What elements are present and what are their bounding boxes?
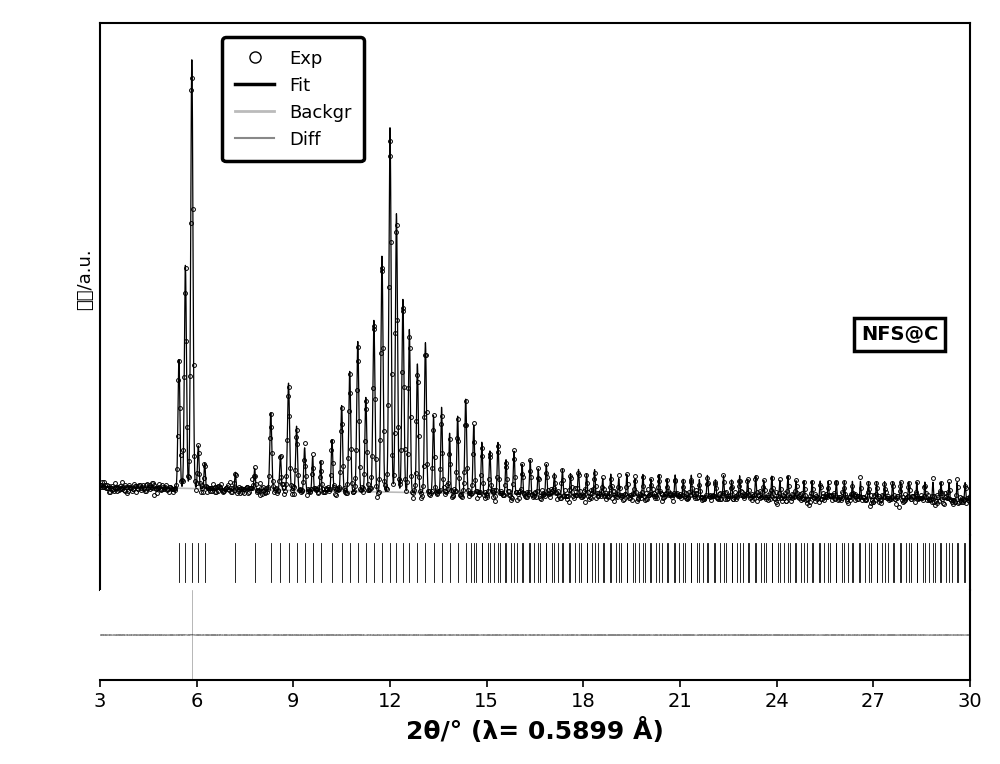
Backgr: [739, 493, 751, 502]
Fit: [94, 482, 106, 491]
Backgr: [94, 482, 106, 491]
Exp: [210, 487, 222, 497]
Y-axis label: 强度/a.u.: 强度/a.u.: [76, 248, 94, 309]
Backgr: [647, 491, 659, 500]
Fit: [964, 495, 976, 504]
Exp: [472, 487, 484, 497]
Exp: [552, 486, 564, 495]
Exp: [964, 491, 976, 500]
Fit: [138, 483, 150, 492]
Fit: [609, 491, 621, 500]
Line: Exp: Exp: [98, 76, 972, 509]
Exp: [893, 503, 905, 512]
Line: Fit: Fit: [100, 60, 970, 500]
Exp: [570, 490, 582, 500]
Exp: [241, 482, 253, 491]
Exp: [388, 470, 400, 479]
Backgr: [964, 495, 976, 504]
Fit: [409, 483, 421, 492]
Line: Backgr: Backgr: [100, 487, 970, 500]
Fit: [647, 491, 659, 500]
X-axis label: 2θ/° (λ= 0.5899 Å): 2θ/° (λ= 0.5899 Å): [406, 717, 664, 743]
Fit: [186, 55, 198, 64]
Fit: [739, 493, 751, 502]
Exp: [186, 73, 198, 83]
Backgr: [138, 483, 150, 492]
Backgr: [785, 494, 797, 503]
Text: NFS@C: NFS@C: [861, 325, 939, 345]
Backgr: [409, 488, 421, 497]
Exp: [94, 481, 106, 490]
Backgr: [609, 491, 621, 500]
Fit: [786, 494, 798, 503]
Legend: Exp, Fit, Backgr, Diff: Exp, Fit, Backgr, Diff: [222, 37, 364, 161]
